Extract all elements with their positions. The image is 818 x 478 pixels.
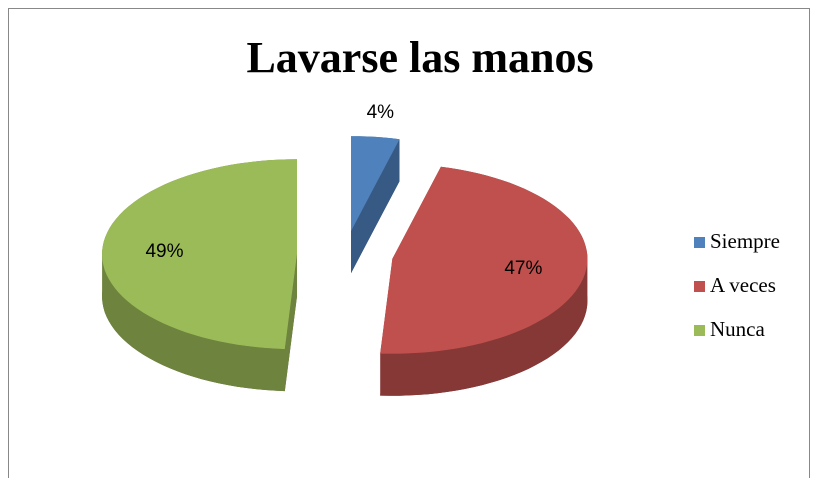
legend-label: Siempre xyxy=(710,229,780,253)
legend-swatch xyxy=(694,325,705,336)
value-label: 4% xyxy=(367,102,395,123)
legend-swatch xyxy=(694,281,705,292)
chart-title: Lavarse las manos xyxy=(246,33,593,82)
legend-label: A veces xyxy=(710,273,776,297)
legend-label: Nunca xyxy=(710,317,765,341)
value-label: 49% xyxy=(145,241,183,262)
legend-swatch xyxy=(694,237,705,248)
value-label: 47% xyxy=(504,258,542,279)
pie-slice xyxy=(351,136,400,232)
pie-slice xyxy=(102,159,297,350)
pie-slice xyxy=(380,166,588,354)
